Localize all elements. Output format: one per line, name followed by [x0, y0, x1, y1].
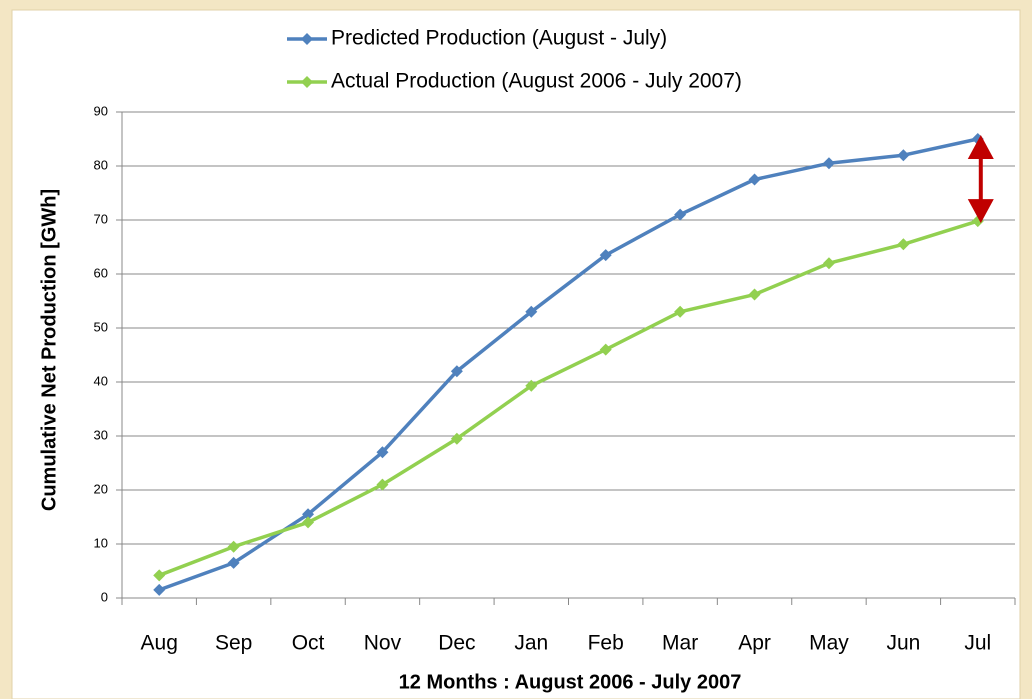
y-tick-label: 60 — [94, 265, 108, 280]
legend-label: Predicted Production (August - July) — [331, 27, 667, 50]
y-tick-label: 10 — [94, 535, 108, 550]
y-tick-label: 50 — [94, 319, 108, 334]
x-axis-title: 12 Months : August 2006 - July 2007 — [399, 671, 742, 693]
x-tick-label: Mar — [662, 632, 698, 655]
data-point — [674, 305, 687, 318]
data-point — [525, 379, 538, 392]
y-tick-label: 0 — [101, 589, 108, 604]
data-point — [748, 288, 761, 301]
y-tick-label: 40 — [94, 373, 108, 388]
data-point — [302, 516, 315, 529]
data-point — [376, 478, 389, 491]
y-axis-title: Cumulative Net Production [GWh] — [38, 189, 60, 511]
chart-background — [11, 9, 1021, 699]
data-point — [227, 540, 240, 553]
data-point — [599, 343, 612, 356]
data-point — [302, 508, 315, 521]
data-point — [822, 157, 835, 170]
series-line — [158, 137, 979, 592]
x-tick-label: Feb — [588, 632, 624, 655]
y-tick-label: 80 — [94, 157, 108, 172]
y-tick-label: 70 — [94, 211, 108, 226]
x-tick-label: Sep — [215, 632, 252, 655]
data-point — [897, 238, 910, 251]
data-point — [525, 305, 538, 318]
x-tick-label: Oct — [292, 632, 325, 655]
data-point — [599, 249, 612, 262]
y-tick-label: 30 — [94, 427, 108, 442]
difference-arrow-head — [967, 199, 994, 224]
data-point — [897, 149, 910, 162]
data-point — [376, 446, 389, 459]
data-point — [822, 257, 835, 270]
y-tick-label: 20 — [94, 481, 108, 496]
data-point — [748, 173, 761, 186]
y-tick-label: 90 — [94, 103, 108, 118]
data-point — [450, 365, 463, 378]
legend-marker — [301, 76, 313, 88]
legend-label: Actual Production (August 2006 - July 20… — [331, 70, 742, 93]
x-tick-label: Apr — [738, 632, 771, 655]
x-tick-label: Nov — [364, 632, 402, 655]
x-tick-label: Aug — [141, 632, 178, 655]
x-tick-label: Dec — [438, 632, 475, 655]
legend-marker — [301, 33, 313, 45]
series-line — [158, 219, 979, 577]
data-point — [674, 208, 687, 221]
x-tick-label: Jul — [964, 632, 991, 655]
x-tick-label: May — [809, 632, 849, 655]
x-tick-label: Jun — [886, 632, 920, 655]
data-point — [450, 432, 463, 445]
data-point — [153, 569, 166, 582]
data-point — [153, 583, 166, 596]
data-point — [227, 556, 240, 569]
difference-arrow-head — [967, 135, 994, 159]
x-tick-label: Jan — [514, 632, 548, 655]
